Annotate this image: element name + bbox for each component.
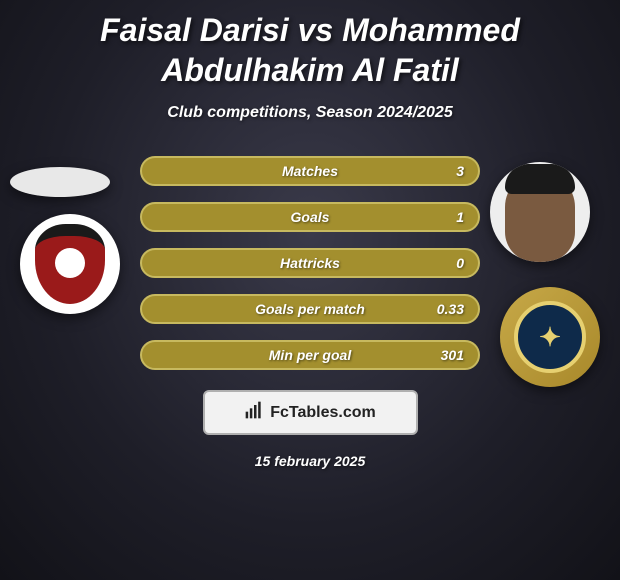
stat-label: Matches <box>282 163 338 179</box>
stat-pill-gpm: Goals per match 0.33 <box>140 294 480 324</box>
alraed-crest-icon <box>35 224 105 304</box>
alnassr-crest-icon: ✦ <box>514 301 586 373</box>
stat-pill-mpg: Min per goal 301 <box>140 340 480 370</box>
stat-label: Goals <box>291 209 330 225</box>
stat-value-right: 0.33 <box>437 301 464 317</box>
bars-chart-icon <box>244 400 264 425</box>
subtitle: Club competitions, Season 2024/2025 <box>0 104 620 122</box>
stats-list: Matches 3 Goals 1 Hattricks 0 Goals per … <box>140 152 480 370</box>
comparison-card: Faisal Darisi vs Mohammed Abdulhakim Al … <box>0 0 620 580</box>
stat-value-right: 301 <box>441 347 464 363</box>
stat-pill-hattricks: Hattricks 0 <box>140 248 480 278</box>
player-face-icon <box>505 172 575 262</box>
player-left-avatar <box>10 167 110 197</box>
player-right-avatar <box>490 162 590 262</box>
stat-label: Goals per match <box>255 301 365 317</box>
stat-value-right: 0 <box>456 255 464 271</box>
branding-text: FcTables.com <box>270 404 376 422</box>
stat-pill-matches: Matches 3 <box>140 156 480 186</box>
club-right-badge: ✦ <box>500 287 600 387</box>
main-area: ✦ Matches 3 Goals 1 Hattricks 0 Goals pe… <box>0 152 620 469</box>
date-text: 15 february 2025 <box>0 453 620 469</box>
stat-value-right: 1 <box>456 209 464 225</box>
stat-value-right: 3 <box>456 163 464 179</box>
branding-plate[interactable]: FcTables.com <box>203 390 418 435</box>
club-left-badge <box>20 214 120 314</box>
page-title: Faisal Darisi vs Mohammed Abdulhakim Al … <box>0 0 620 90</box>
stat-pill-goals: Goals 1 <box>140 202 480 232</box>
stat-label: Min per goal <box>269 347 351 363</box>
stat-label: Hattricks <box>280 255 340 271</box>
